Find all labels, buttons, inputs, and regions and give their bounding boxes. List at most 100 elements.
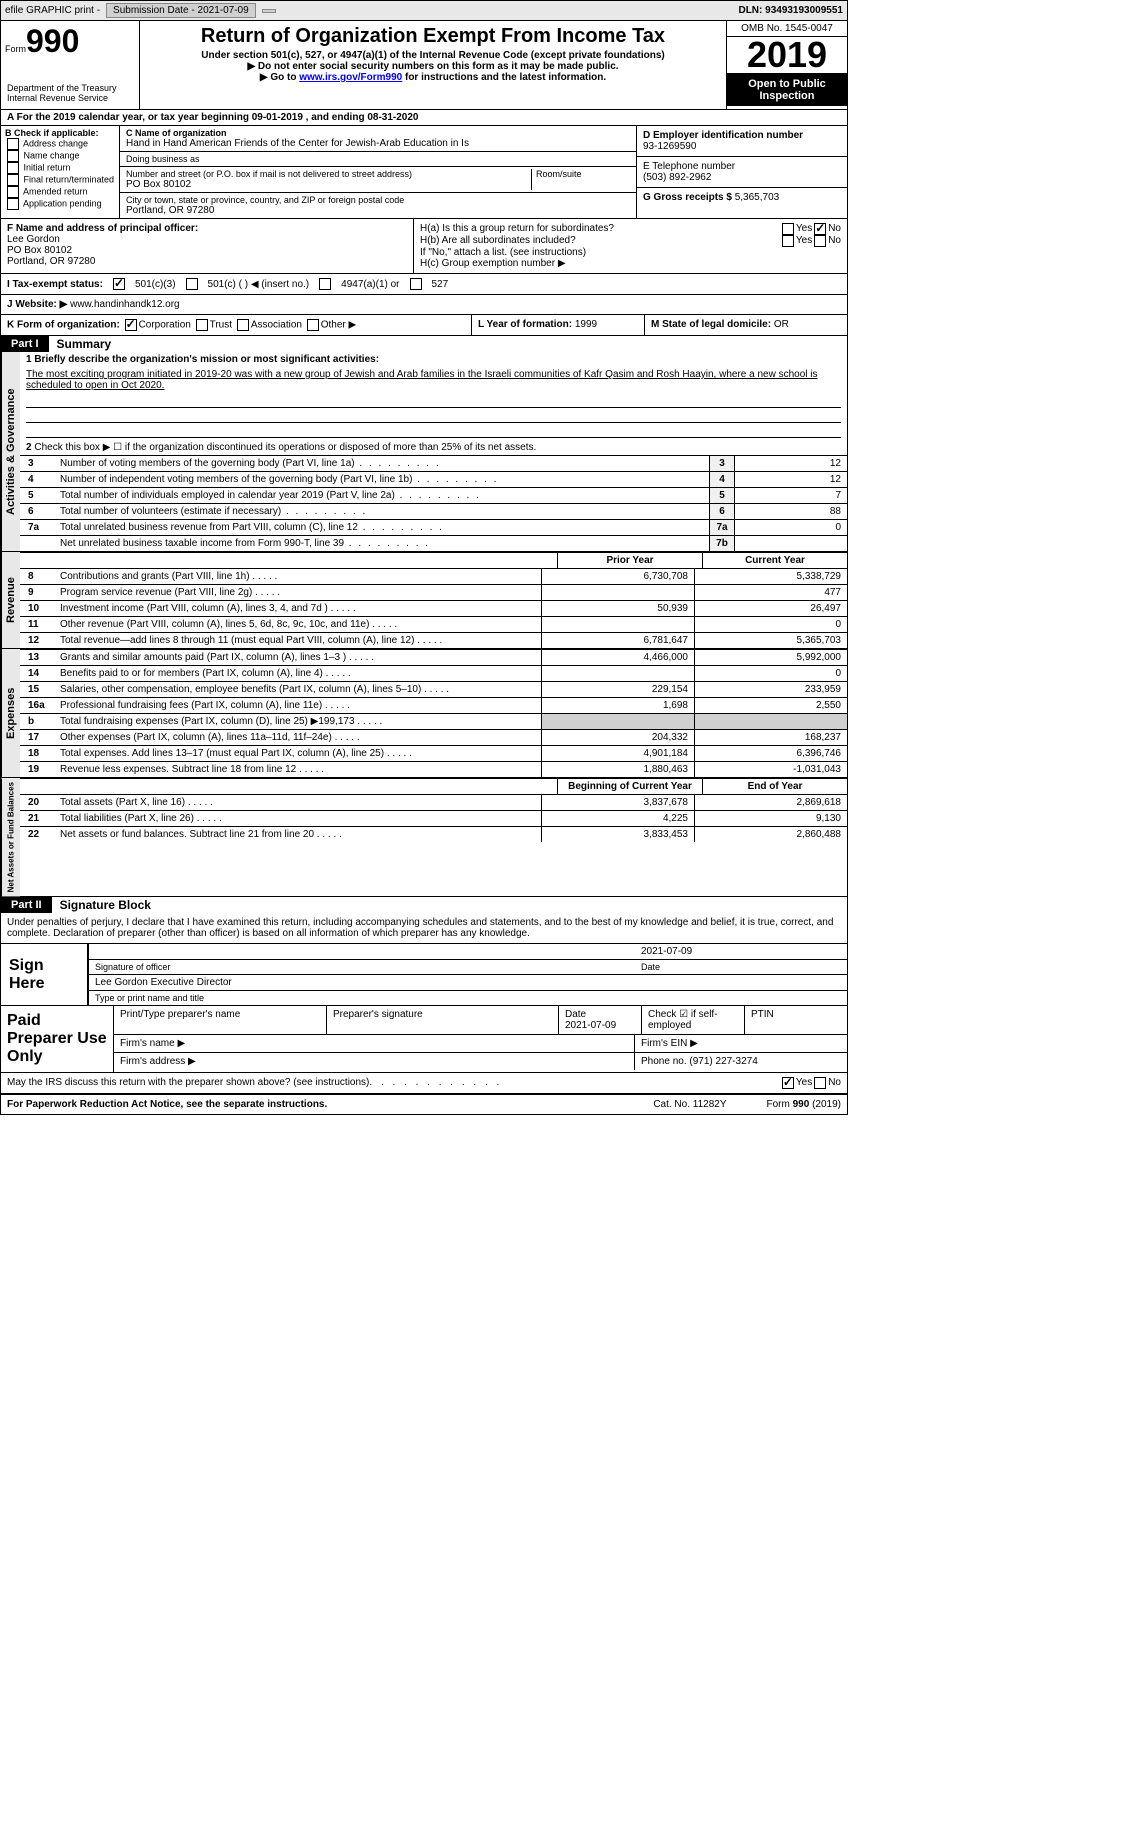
table-row: 10Investment income (Part VIII, column (… bbox=[20, 600, 847, 616]
top-bar: efile GRAPHIC print - Submission Date - … bbox=[1, 1, 847, 21]
i-label: I Tax-exempt status: bbox=[7, 279, 103, 290]
f-addr2: Portland, OR 97280 bbox=[7, 256, 407, 267]
table-row: 22Net assets or fund balances. Subtract … bbox=[20, 826, 847, 842]
efile-label: efile GRAPHIC print - bbox=[5, 5, 100, 16]
501c3-check[interactable] bbox=[113, 278, 125, 290]
part1-title: Summary bbox=[49, 337, 112, 351]
sign-fields: 2021-07-09 Signature of officer Date Lee… bbox=[87, 944, 847, 1005]
table-row: 5Total number of individuals employed in… bbox=[20, 487, 847, 503]
trust-check[interactable] bbox=[196, 319, 208, 331]
blank-line bbox=[26, 410, 841, 423]
end-year-header: End of Year bbox=[702, 779, 847, 794]
blank-button[interactable] bbox=[262, 9, 276, 13]
dln-label: DLN: 93493193009551 bbox=[738, 5, 843, 16]
opt-address-change[interactable]: Address change bbox=[5, 138, 115, 150]
other-check[interactable] bbox=[307, 319, 319, 331]
table-row: 6Total number of volunteers (estimate if… bbox=[20, 503, 847, 519]
opt-initial-return[interactable]: Initial return bbox=[5, 162, 115, 174]
part2-title: Signature Block bbox=[52, 898, 151, 912]
officer-name: Lee Gordon Executive Director bbox=[95, 977, 841, 988]
hb-note: If "No," attach a list. (see instruction… bbox=[420, 247, 841, 258]
hb-label: H(b) Are all subordinates included? bbox=[420, 235, 780, 247]
section-bcd: B Check if applicable: Address change Na… bbox=[1, 126, 847, 219]
box-b: B Check if applicable: Address change Na… bbox=[1, 126, 120, 218]
netassets-vtab: Net Assets or Fund Balances bbox=[1, 778, 20, 896]
name-label: C Name of organization bbox=[126, 128, 630, 138]
date-hint: Date bbox=[641, 962, 841, 972]
opt-final-return[interactable]: Final return/terminated bbox=[5, 174, 115, 186]
discuss-no[interactable] bbox=[814, 1077, 826, 1089]
opt-app-pending[interactable]: Application pending bbox=[5, 198, 115, 210]
gross-label: G Gross receipts $ bbox=[643, 192, 732, 203]
501c-check[interactable] bbox=[186, 278, 198, 290]
city-label: City or town, state or province, country… bbox=[126, 195, 630, 205]
form-number-cell: Form990 Department of the Treasury Inter… bbox=[1, 21, 140, 109]
note-link: ▶ Go to www.irs.gov/Form990 for instruct… bbox=[148, 72, 718, 83]
opt-name-change[interactable]: Name change bbox=[5, 150, 115, 162]
preparer-block: Paid Preparer Use Only Print/Type prepar… bbox=[1, 1006, 847, 1073]
hb-no-check[interactable] bbox=[814, 235, 826, 247]
hb-yes-check[interactable] bbox=[782, 235, 794, 247]
discuss-text: May the IRS discuss this return with the… bbox=[7, 1077, 369, 1089]
prior-year-header: Prior Year bbox=[557, 553, 702, 568]
k-state: M State of legal domicile: OR bbox=[645, 315, 847, 335]
k-form-org: K Form of organization: Corporation Trus… bbox=[1, 315, 472, 335]
sign-here-label: Sign Here bbox=[1, 944, 87, 1005]
table-row: 4Number of independent voting members of… bbox=[20, 471, 847, 487]
4947-check[interactable] bbox=[319, 278, 331, 290]
table-row: 3Number of voting members of the governi… bbox=[20, 455, 847, 471]
page-footer: For Paperwork Reduction Act Notice, see … bbox=[1, 1094, 847, 1114]
row-i: I Tax-exempt status: 501(c)(3) 501(c) ( … bbox=[1, 274, 847, 295]
table-row: 19Revenue less expenses. Subtract line 1… bbox=[20, 761, 847, 777]
city-value: Portland, OR 97280 bbox=[126, 205, 630, 216]
ha-yes-check[interactable] bbox=[782, 223, 794, 235]
sig-officer-hint: Signature of officer bbox=[95, 962, 641, 972]
form-header: Form990 Department of the Treasury Inter… bbox=[1, 21, 847, 110]
table-row: 8Contributions and grants (Part VIII, li… bbox=[20, 568, 847, 584]
discuss-yes[interactable] bbox=[782, 1077, 794, 1089]
dept-label: Department of the Treasury Internal Reve… bbox=[5, 81, 135, 105]
opt-amended[interactable]: Amended return bbox=[5, 186, 115, 198]
hc-label: H(c) Group exemption number ▶ bbox=[420, 258, 841, 269]
addr-value: PO Box 80102 bbox=[126, 179, 531, 190]
line2: 2 Check this box ▶ ☐ if the organization… bbox=[20, 440, 847, 455]
j-label: J Website: ▶ bbox=[7, 299, 67, 310]
netassets-section: Net Assets or Fund Balances Beginning of… bbox=[1, 778, 847, 897]
website-value: www.handinhandk12.org bbox=[70, 299, 180, 310]
blank-line bbox=[26, 425, 841, 438]
irs-link[interactable]: www.irs.gov/Form990 bbox=[299, 72, 402, 83]
row-k: K Form of organization: Corporation Trus… bbox=[1, 315, 847, 336]
current-year-header: Current Year bbox=[702, 553, 847, 568]
perjury-text: Under penalties of perjury, I declare th… bbox=[1, 913, 847, 944]
governance-body: 1 Briefly describe the organization's mi… bbox=[20, 352, 847, 551]
table-row: bTotal fundraising expenses (Part IX, co… bbox=[20, 713, 847, 729]
firm-phone: Phone no. (971) 227-3274 bbox=[635, 1053, 847, 1070]
rev-header: Prior Year Current Year bbox=[20, 552, 847, 568]
footer-left: For Paperwork Reduction Act Notice, see … bbox=[7, 1099, 327, 1110]
header-center: Return of Organization Exempt From Incom… bbox=[140, 21, 726, 109]
assoc-check[interactable] bbox=[237, 319, 249, 331]
form-subtitle: Under section 501(c), 527, or 4947(a)(1)… bbox=[148, 50, 718, 61]
addr-label: Number and street (or P.O. box if mail i… bbox=[126, 169, 531, 179]
line-a: A For the 2019 calendar year, or tax yea… bbox=[1, 110, 847, 126]
note-ssn: ▶ Do not enter social security numbers o… bbox=[148, 61, 718, 72]
revenue-vtab: Revenue bbox=[1, 552, 20, 648]
527-check[interactable] bbox=[410, 278, 422, 290]
phone-label: E Telephone number bbox=[643, 161, 841, 172]
sign-date: 2021-07-09 bbox=[641, 946, 841, 957]
public-inspection: Open to Public Inspection bbox=[727, 74, 847, 106]
table-row: 21Total liabilities (Part X, line 26) . … bbox=[20, 810, 847, 826]
form-990-page: efile GRAPHIC print - Submission Date - … bbox=[0, 0, 848, 1115]
firm-ein: Firm's EIN ▶ bbox=[635, 1035, 847, 1052]
box-h: H(a) Is this a group return for subordin… bbox=[414, 219, 847, 273]
part1-header: Part I Summary bbox=[1, 336, 847, 352]
footer-mid: Cat. No. 11282Y bbox=[653, 1099, 726, 1110]
corp-check[interactable] bbox=[125, 319, 137, 331]
submission-date-button[interactable]: Submission Date - 2021-07-09 bbox=[106, 3, 256, 18]
part2-header: Part II Signature Block bbox=[1, 897, 847, 913]
ha-no-check[interactable] bbox=[814, 223, 826, 235]
table-row: 14Benefits paid to or for members (Part … bbox=[20, 665, 847, 681]
table-row: 9Program service revenue (Part VIII, lin… bbox=[20, 584, 847, 600]
table-row: 15Salaries, other compensation, employee… bbox=[20, 681, 847, 697]
header-right: OMB No. 1545-0047 2019 Open to Public In… bbox=[726, 21, 847, 109]
